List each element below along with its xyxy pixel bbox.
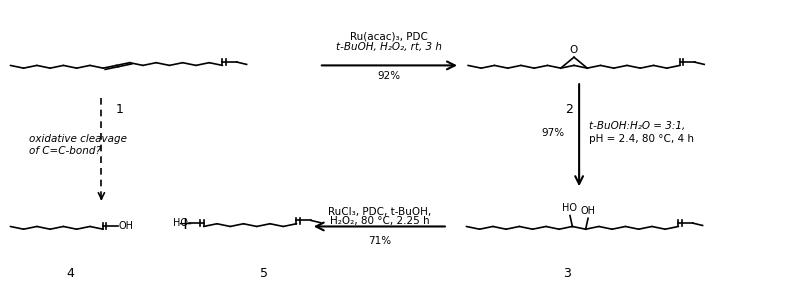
Text: OH: OH	[580, 206, 596, 216]
Text: 3: 3	[563, 267, 571, 280]
Text: 1: 1	[115, 103, 123, 116]
Text: t-BuOH:H₂O = 3:1,: t-BuOH:H₂O = 3:1,	[589, 121, 685, 131]
Text: RuCl₃, PDC, t-BuOH,: RuCl₃, PDC, t-BuOH,	[328, 207, 431, 217]
Text: pH = 2.4, 80 °C, 4 h: pH = 2.4, 80 °C, 4 h	[589, 134, 694, 144]
Text: 4: 4	[67, 267, 75, 280]
Text: HO: HO	[174, 218, 188, 228]
Text: 2: 2	[565, 103, 573, 116]
Text: of C=C-bond?: of C=C-bond?	[29, 146, 101, 156]
Text: O: O	[570, 45, 578, 55]
Text: HO: HO	[562, 203, 578, 213]
Text: Ru(acac)₃, PDC: Ru(acac)₃, PDC	[350, 32, 428, 42]
Text: 71%: 71%	[368, 236, 391, 246]
Text: H₂O₂, 80 °C, 2.25 h: H₂O₂, 80 °C, 2.25 h	[329, 216, 429, 226]
Text: +: +	[177, 215, 192, 233]
Text: OH: OH	[119, 221, 133, 231]
Text: t-BuOH, H₂O₂, rt, 3 h: t-BuOH, H₂O₂, rt, 3 h	[336, 42, 442, 52]
Text: 92%: 92%	[378, 71, 400, 81]
Text: 97%: 97%	[541, 128, 565, 138]
Text: oxidative cleavage: oxidative cleavage	[29, 134, 127, 144]
Text: 5: 5	[260, 267, 268, 280]
